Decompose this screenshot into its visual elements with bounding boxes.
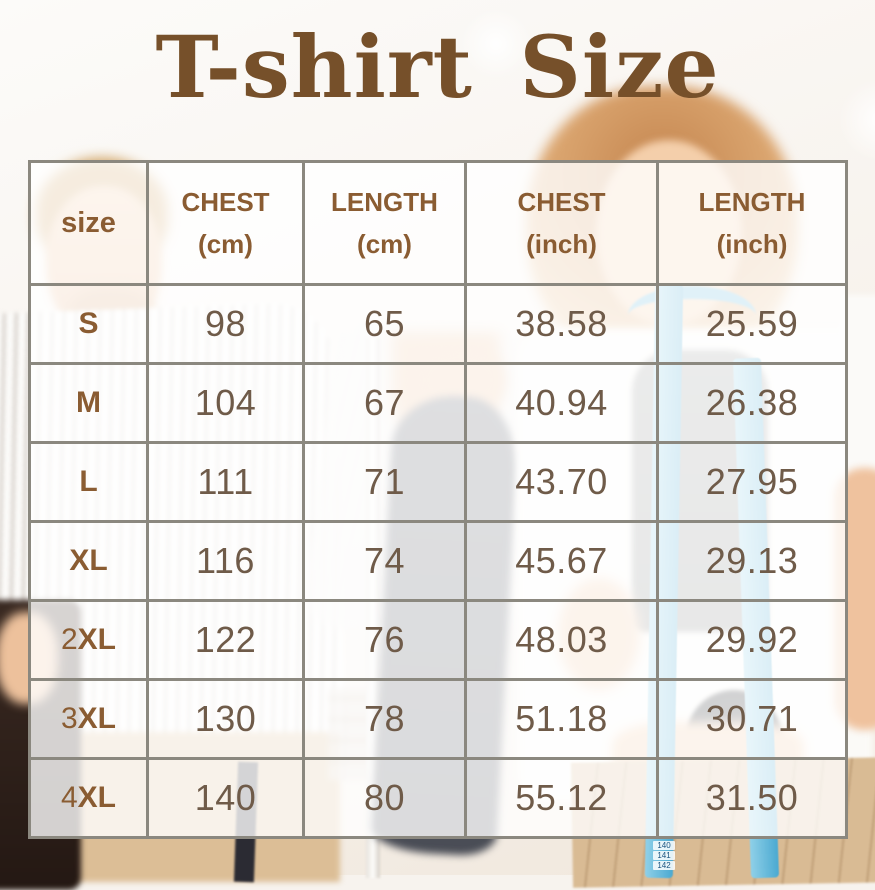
- table-row-m: M 104 67 40.94 26.38: [28, 362, 848, 444]
- chest-inch-value: 48.03: [464, 599, 659, 681]
- chest-cm-value: 130: [146, 678, 305, 760]
- table-header-row: size CHEST (cm) LENGTH (cm) CHEST (inch)…: [28, 160, 848, 286]
- size-label: S: [28, 283, 149, 365]
- length-inch-value: 30.71: [656, 678, 848, 760]
- chest-inch-value: 43.70: [464, 441, 659, 523]
- table-row-2xl: 2XL 122 76 48.03 29.92: [28, 599, 848, 681]
- tape-number: 140: [653, 841, 675, 850]
- chest-inch-value: 51.18: [464, 678, 659, 760]
- column-unit: (cm): [198, 229, 253, 259]
- column-unit: (inch): [526, 229, 597, 259]
- size-label: L: [28, 441, 149, 523]
- length-cm-value: 78: [302, 678, 467, 760]
- tape-number: 141: [653, 851, 675, 860]
- length-cm-value: 80: [302, 757, 467, 839]
- chest-inch-value: 55.12: [464, 757, 659, 839]
- size-label: 4XL: [28, 757, 149, 839]
- table-row-3xl: 3XL 130 78 51.18 30.71: [28, 678, 848, 760]
- bokeh-light: [460, 8, 532, 80]
- size-label: M: [28, 362, 149, 444]
- column-unit: (cm): [357, 229, 412, 259]
- size-label: 3XL: [28, 678, 149, 760]
- length-cm-value: 76: [302, 599, 467, 681]
- length-inch-value: 29.13: [656, 520, 848, 602]
- chest-inch-value: 40.94: [464, 362, 659, 444]
- column-label: LENGTH: [698, 187, 806, 217]
- size-label: XL: [28, 520, 149, 602]
- length-cm-value: 74: [302, 520, 467, 602]
- chest-inch-value: 38.58: [464, 283, 659, 365]
- header-cell-chest-cm: CHEST (cm): [146, 160, 305, 286]
- table-row-s: S 98 65 38.58 25.59: [28, 283, 848, 365]
- header-cell-length-cm: LENGTH (cm): [302, 160, 467, 286]
- table-row-4xl: 4XL 140 80 55.12 31.50: [28, 757, 848, 839]
- column-label: CHEST: [181, 187, 270, 217]
- length-inch-value: 29.92: [656, 599, 848, 681]
- length-cm-value: 67: [302, 362, 467, 444]
- length-inch-value: 31.50: [656, 757, 848, 839]
- chest-cm-value: 98: [146, 283, 305, 365]
- table-row-l: L 111 71 43.70 27.95: [28, 441, 848, 523]
- chest-cm-value: 122: [146, 599, 305, 681]
- table-row-xl: XL 116 74 45.67 29.13: [28, 520, 848, 602]
- length-cm-value: 71: [302, 441, 467, 523]
- tape-number: 142: [653, 861, 675, 870]
- chest-cm-value: 140: [146, 757, 305, 839]
- length-inch-value: 27.95: [656, 441, 848, 523]
- length-inch-value: 26.38: [656, 362, 848, 444]
- measuring-tape-numbers: 140 141 142: [653, 841, 675, 870]
- column-label: LENGTH: [331, 187, 438, 217]
- chest-cm-value: 116: [146, 520, 305, 602]
- chest-inch-value: 45.67: [464, 520, 659, 602]
- header-cell-chest-inch: CHEST (inch): [464, 160, 659, 286]
- column-unit: (inch): [716, 229, 788, 259]
- chest-cm-value: 104: [146, 362, 305, 444]
- page-title: T-shirt Size: [155, 18, 720, 118]
- length-cm-value: 65: [302, 283, 467, 365]
- size-label: 2XL: [28, 599, 149, 681]
- header-cell-size: size: [28, 160, 149, 286]
- size-chart-table: size CHEST (cm) LENGTH (cm) CHEST (inch)…: [28, 160, 848, 839]
- length-inch-value: 25.59: [656, 283, 848, 365]
- header-cell-length-inch: LENGTH (inch): [656, 160, 848, 286]
- chest-cm-value: 111: [146, 441, 305, 523]
- column-label-size: size: [61, 206, 116, 239]
- column-label: CHEST: [517, 187, 606, 217]
